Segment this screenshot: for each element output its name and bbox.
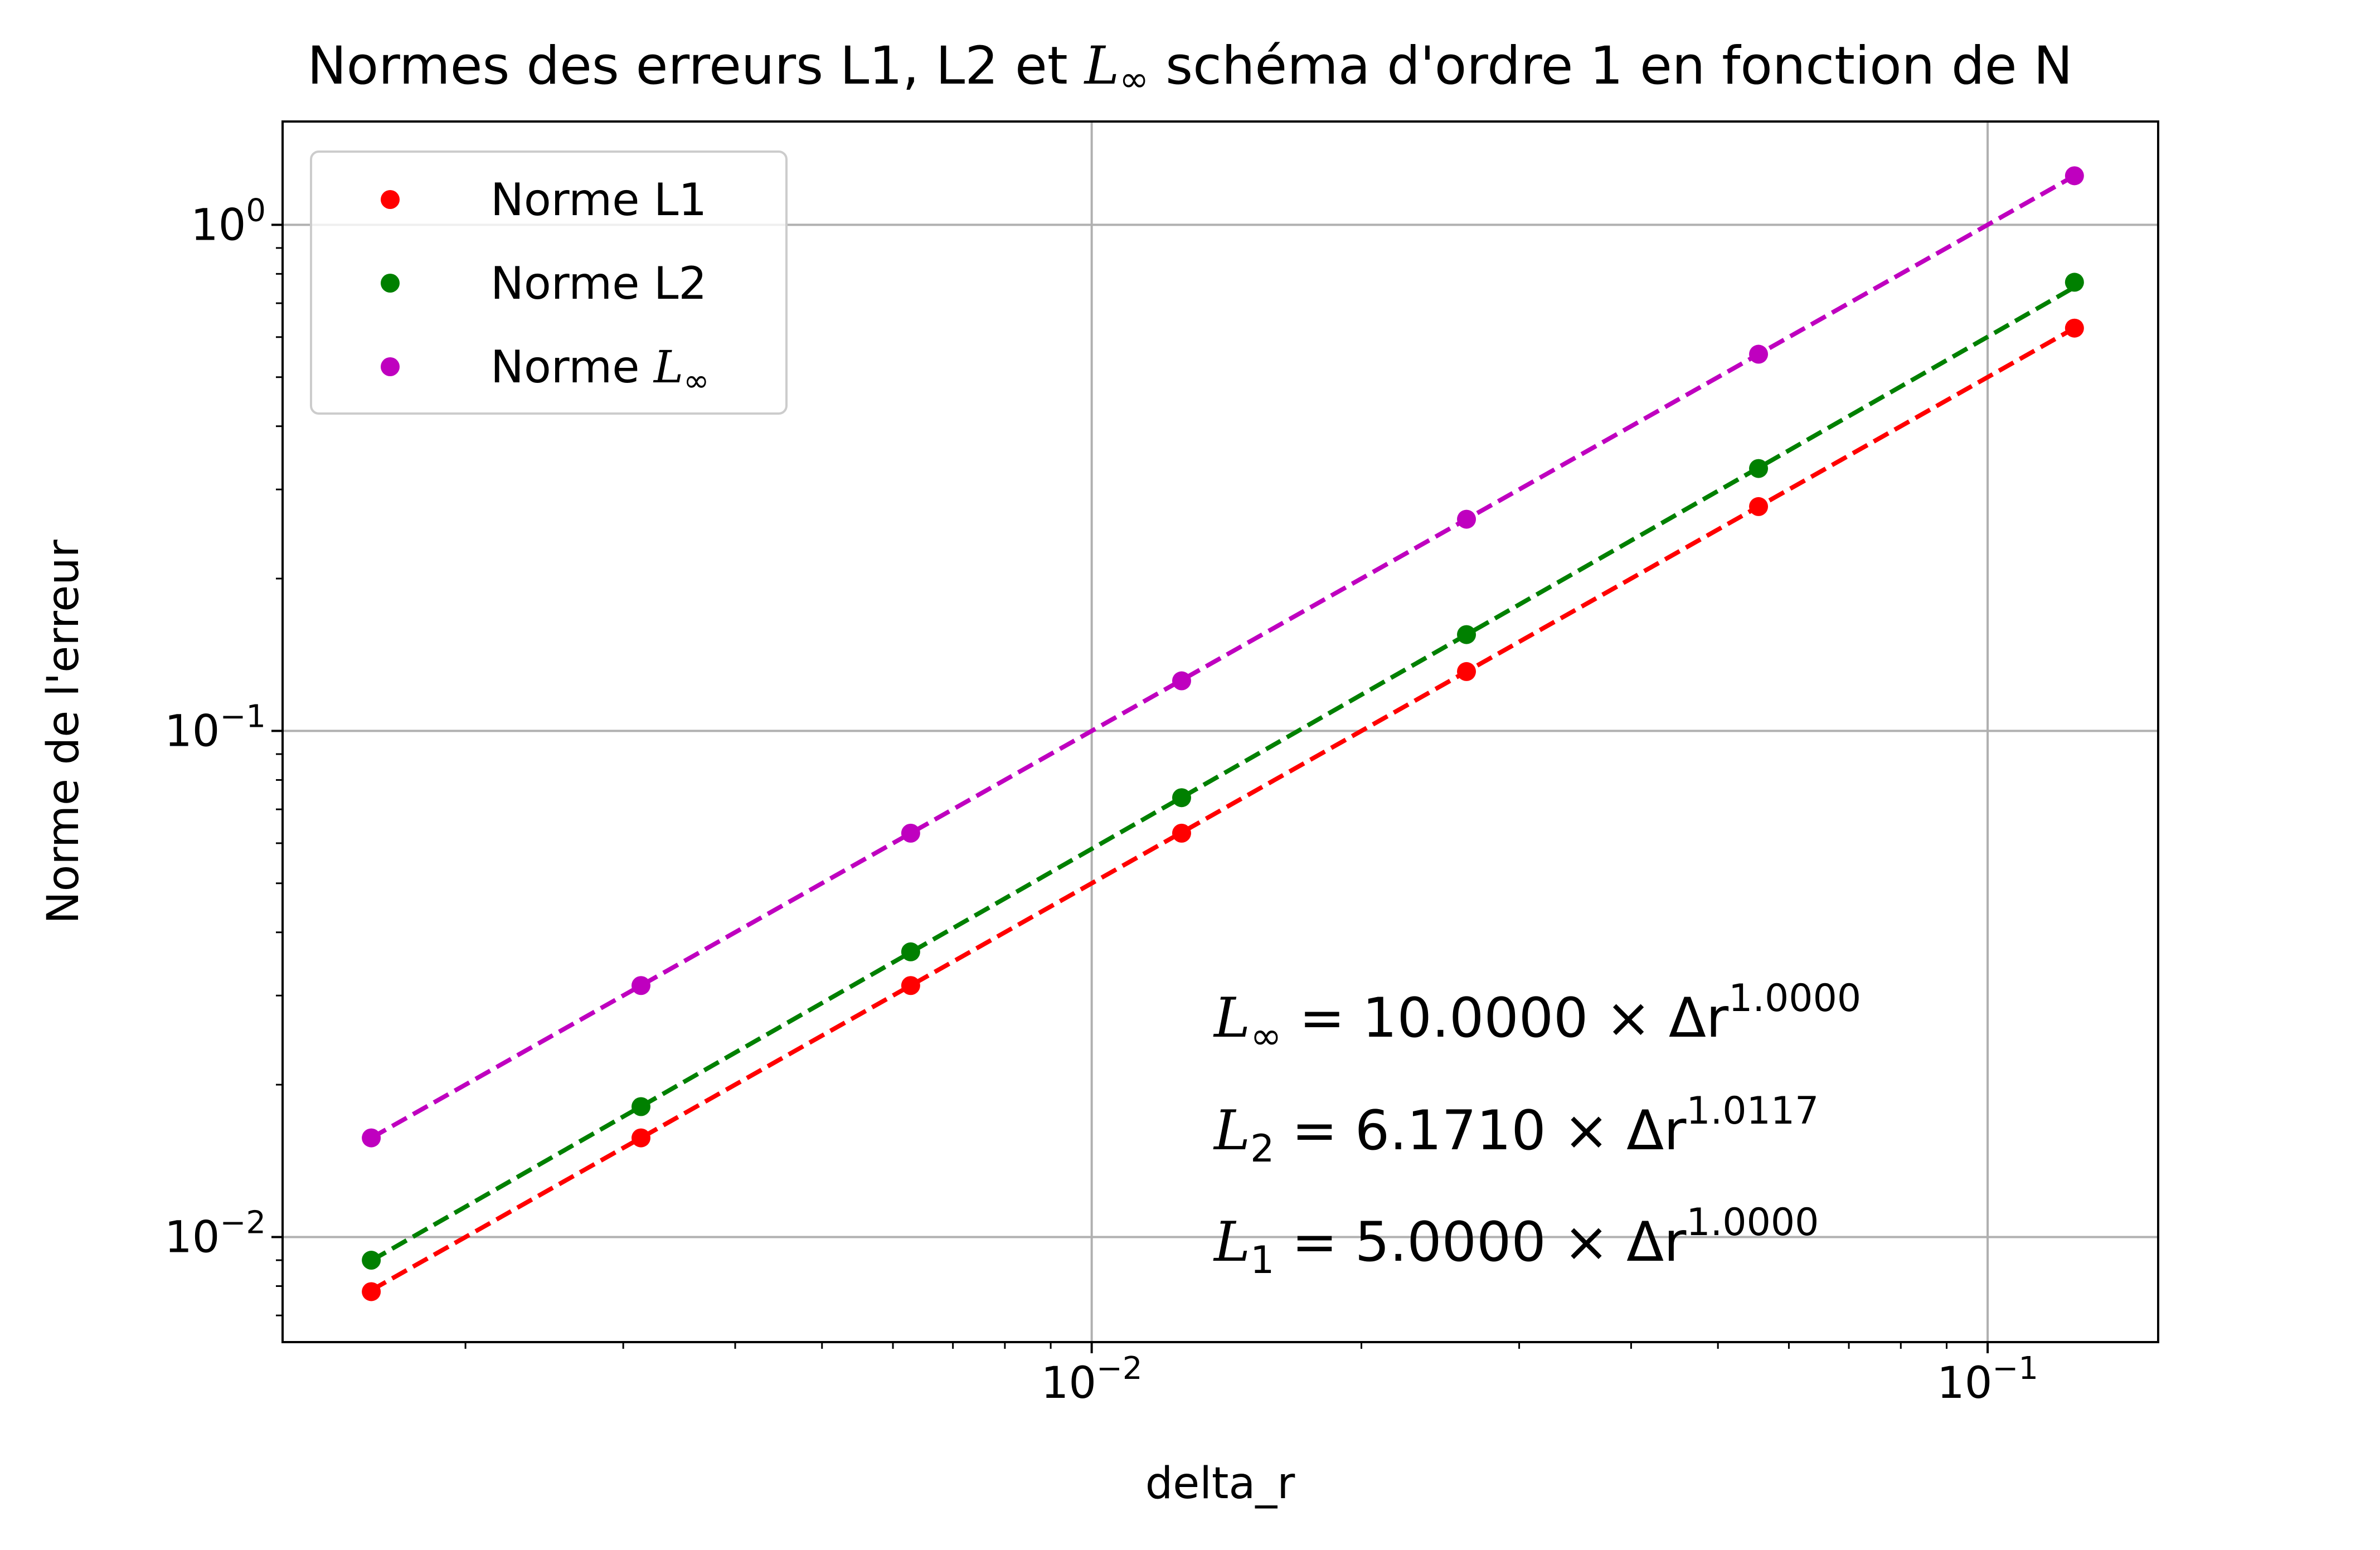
equation-body: = 6.1710 × Δr [1274,1099,1687,1163]
data-point-norme-l1 [1749,497,1769,516]
legend-label-norme-l2: Norme L2 [490,257,707,309]
x-axis-label: delta_r [1145,1459,1296,1509]
equation-body: = 10.0000 × Δr [1282,987,1729,1050]
equation-subscript: ∞ [1250,1014,1282,1058]
fit-equation-2: L2 = 6.1710 × Δr1.0117 [1213,1089,1819,1171]
data-point-norme-l-inf [1749,344,1769,364]
y-axis-label: Norme de l'erreur [38,539,89,924]
equation-exponent: 1.0000 [1728,976,1861,1021]
grid [283,122,2158,1342]
data-point-norme-l-inf [2065,166,2084,186]
equation-exponent: 1.0117 [1686,1089,1819,1133]
data-point-norme-l2 [362,1251,381,1270]
data-point-norme-l1 [1172,823,1191,843]
legend-label-norme-l-inf: Norme L∞ [490,341,710,399]
legend-label-text: Norme L2 [490,257,707,309]
equation-symbol: L [1213,987,1250,1050]
y-tick-base: 10 [164,706,220,756]
x-tick-label: 10−2 [1041,1350,1143,1408]
chart-title: Normes des erreurs L1, L2 et L∞ schéma d… [307,36,2073,100]
y-tick-base: 10 [191,200,246,250]
legend-label-text: Norme [490,341,654,393]
data-point-norme-l-inf [1457,509,1476,529]
data-point-norme-l1 [362,1282,381,1301]
data-point-norme-l2 [631,1097,650,1116]
x-tick-exponent: −2 [1096,1350,1143,1387]
equation-subscript: 1 [1250,1238,1274,1282]
data-point-norme-l-inf [631,976,650,995]
legend: Norme L1 Norme L2 Norme L∞ [310,150,788,415]
x-tick-base: 10 [1937,1358,1992,1408]
legend-label-text: Norme L1 [490,174,707,226]
data-points [362,166,2084,1301]
data-point-norme-l1 [1457,662,1476,681]
y-tick-exponent: −1 [220,698,266,735]
equation-symbol: L [1213,1211,1250,1274]
legend-marker-norme-l-inf [381,357,400,376]
legend-label-subscript: ∞ [683,363,710,399]
data-point-norme-l2 [901,942,920,961]
equation-symbol: L [1213,1099,1250,1163]
fit-equation-3: L1 = 5.0000 × Δr1.0000 [1213,1201,1819,1282]
fit-line-norme-l1 [370,326,2076,1293]
x-tick-base: 10 [1041,1358,1096,1408]
fit-equation-1: L∞ = 10.0000 × Δr1.0000 [1213,976,1861,1058]
y-tick-label: 100 [191,192,266,250]
fit-line-norme-l2 [370,285,2076,1263]
equation-body: = 5.0000 × Δr [1274,1211,1687,1274]
fit-lines [370,173,2076,1293]
data-point-norme-l2 [2065,273,2084,292]
y-tick-exponent: −2 [220,1204,266,1241]
data-point-norme-l2 [1749,459,1769,478]
data-point-norme-l-inf [362,1128,381,1148]
y-tick-exponent: 0 [246,192,266,229]
equation-exponent: 1.0000 [1686,1201,1819,1245]
legend-marker-norme-l1 [381,190,400,209]
legend-label-symbol: L [653,341,683,393]
data-point-norme-l1 [901,976,920,995]
x-tick-label: 10−1 [1937,1350,2038,1408]
x-tick-exponent: −1 [1992,1350,2038,1387]
data-point-norme-l2 [1457,625,1476,644]
legend-label-norme-l1: Norme L1 [490,174,707,226]
data-point-norme-l-inf [901,823,920,843]
y-tick-base: 10 [164,1212,220,1262]
fit-line-norme-l-inf [370,173,2076,1140]
data-point-norme-l2 [1172,788,1191,808]
data-point-norme-l1 [2065,318,2084,338]
data-point-norme-l1 [631,1128,650,1148]
y-tick-label: 10−1 [164,698,266,756]
legend-box [310,150,788,415]
data-point-norme-l-inf [1172,671,1191,691]
equation-subscript: 2 [1250,1127,1274,1171]
legend-marker-norme-l2 [381,274,400,293]
y-tick-label: 10−2 [164,1204,266,1262]
